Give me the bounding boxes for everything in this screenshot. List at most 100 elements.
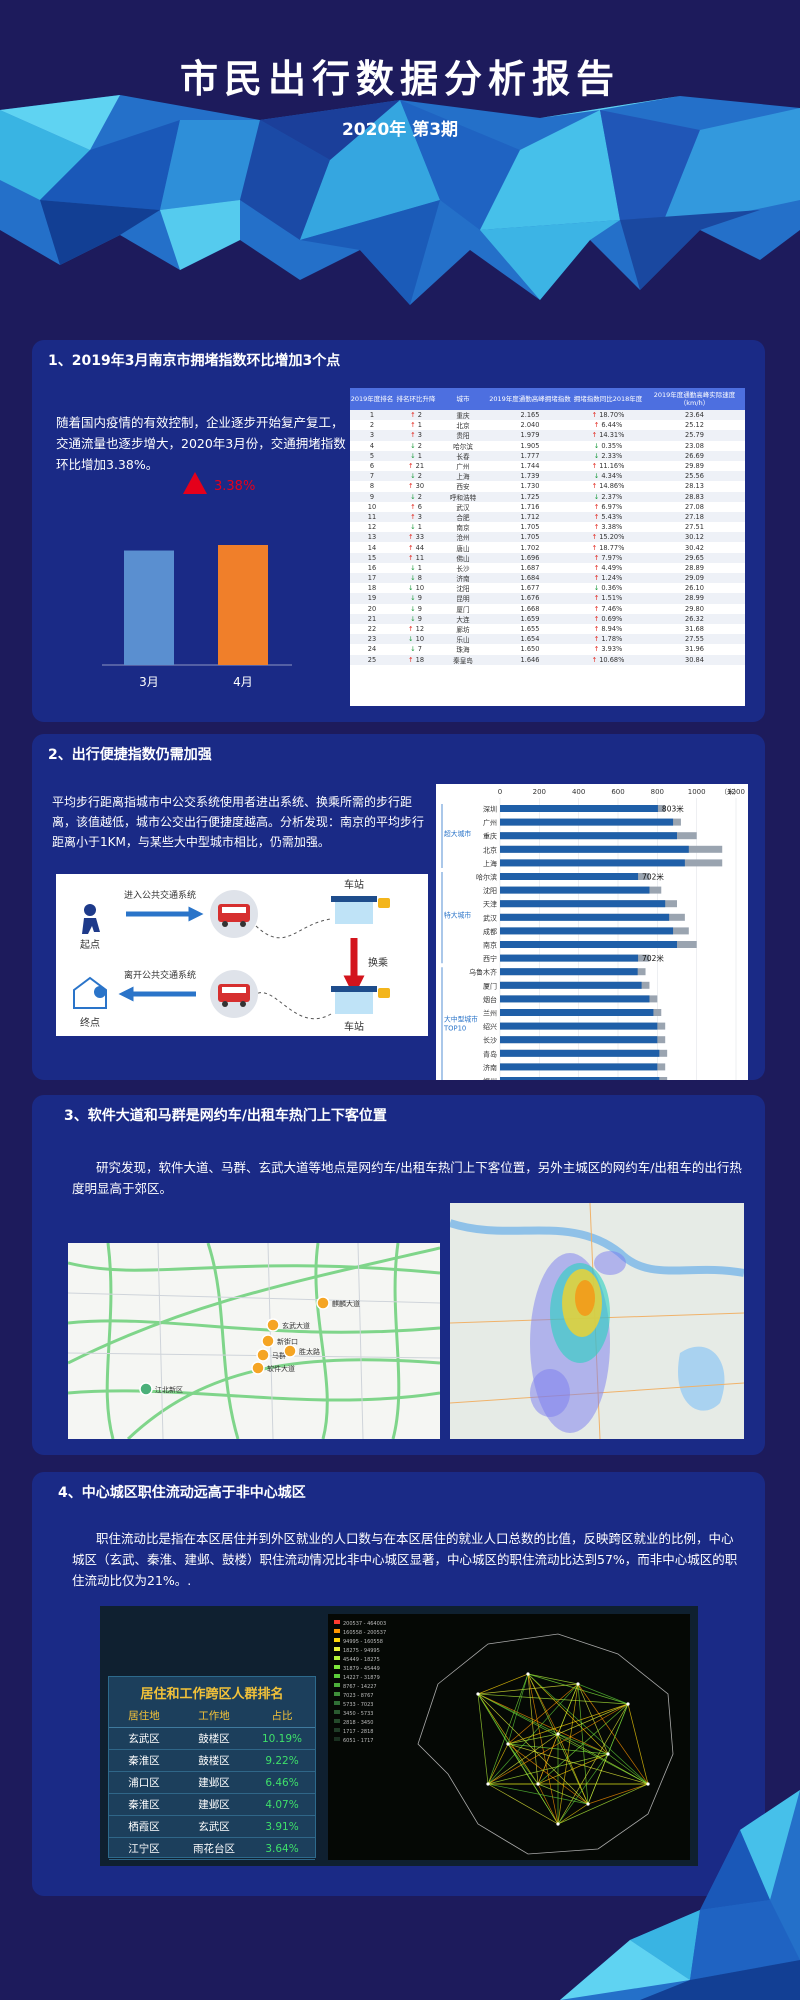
table-row: 23 ↓ 10 乐山 1.654 ↑ 1.78% 27.55: [350, 634, 745, 645]
index-cell: 1.979: [520, 431, 540, 440]
speed-cell: 27.08: [685, 502, 704, 511]
rank-cell: 2: [369, 421, 375, 430]
map-pin-icon[interactable]: [266, 1318, 280, 1332]
city-cell: 武汉: [456, 503, 470, 512]
map-pin-icon[interactable]: [139, 1382, 153, 1396]
share-value: 6.46%: [265, 1776, 299, 1789]
bar-walk-distance: [500, 1077, 660, 1080]
section-title: 1、2019年3月南京市拥堵指数环比增加3个点: [48, 353, 341, 369]
rank-cell: 8: [369, 482, 375, 491]
city-cell: 秦皇岛: [453, 656, 473, 665]
corner-polygon-art: [560, 1790, 800, 2000]
table-row: 13 ↑ 33 沧州 1.705 ↑ 15.20% 30.12: [350, 532, 745, 543]
bar-walk-distance: [500, 1036, 658, 1044]
map-pin-icon[interactable]: [316, 1296, 330, 1310]
rank-change-cell: ↑ 30: [407, 482, 425, 491]
group-label: 超大城市: [444, 829, 471, 838]
table-row: 20 ↓ 9 厦门 1.668 ↑ 7.46% 29.80: [350, 604, 745, 614]
home-district: 浦口区: [128, 1777, 160, 1789]
ranking-row: 秦淮区 鼓楼区 9.22%: [109, 1750, 315, 1772]
yoy-cell: ↑ 1.78%: [593, 635, 623, 644]
city-label: 兰州: [483, 1009, 497, 1018]
rank-change-cell: ↑ 33: [407, 533, 425, 542]
col-header: 2019年度排名: [350, 395, 394, 403]
cross-district-ranking: 居住和工作跨区人群排名 居住地 工作地 占比 玄武区 鼓楼区 10.19% 秦淮区 鼓楼…: [108, 1676, 316, 1860]
city-label: 广州: [483, 818, 497, 827]
rank-change-cell: ↓ 2: [410, 492, 422, 501]
table-row: 4 ↓ 2 哈尔滨 1.905 ↓ 0.35% 23.08: [350, 441, 745, 451]
city-cell: 珠海: [456, 646, 470, 655]
ranking-row: 栖霞区 玄武区 3.91%: [109, 1816, 315, 1838]
city-cell: 长沙: [456, 564, 470, 573]
yoy-cell: ↑ 18.70%: [591, 411, 625, 420]
table-row: 2 ↑ 1 北京 2.040 ↑ 6.44% 25.12: [350, 420, 745, 430]
table-row: 15 ↑ 11 佛山 1.696 ↑ 7.97% 29.65: [350, 552, 745, 563]
bar-walk-distance: [500, 1049, 660, 1057]
legend-label: 6051 - 1717: [343, 1738, 373, 1744]
speed-cell: 25.12: [685, 421, 704, 430]
ranking-header: 居住地 工作地 占比: [109, 1708, 315, 1728]
rank-cell: 3: [369, 431, 375, 440]
rank-change-cell: ↑ 3: [410, 512, 422, 521]
city-cell: 唐山: [456, 544, 470, 553]
speed-cell: 30.84: [685, 655, 704, 664]
yoy-cell: ↑ 7.97%: [593, 553, 623, 562]
category-label: 3月: [139, 675, 159, 689]
map-pin-icon[interactable]: [251, 1361, 265, 1375]
rank-cell: 9: [369, 492, 375, 501]
index-cell: 1.696: [520, 553, 540, 562]
table-row: 9 ↓ 2 呼和浩特 1.725 ↓ 2.37% 28.83: [350, 491, 745, 502]
table-row: 18 ↓ 10 沈阳 1.677 ↓ 0.36% 26.10: [350, 583, 745, 593]
speed-cell: 28.83: [685, 492, 704, 501]
bar-walk-distance: [500, 845, 689, 853]
section-text: 研究发现，软件大道、马群、玄武大道等地点是网约车/出租车热门上下客位置，另外主城…: [72, 1160, 742, 1196]
map-pin-icon[interactable]: [256, 1348, 270, 1362]
index-cell: 1.702: [520, 543, 540, 552]
map-pin-icon[interactable]: [283, 1344, 297, 1358]
speed-cell: 23.64: [685, 411, 704, 420]
col-header: 占比: [271, 1710, 293, 1722]
growth-label: 3.38%: [214, 479, 255, 494]
table-row: 5 ↓ 1 长春 1.777 ↓ 2.33% 26.69: [350, 450, 745, 461]
rank-change-cell: ↑ 2: [410, 411, 422, 420]
col-header: 拥堵指数同比2018年度: [573, 395, 643, 403]
index-cell: 1.725: [520, 492, 540, 501]
district-node: [506, 1742, 510, 1746]
table-row: 11 ↑ 3 合肥 1.712 ↑ 5.43% 27.18: [350, 511, 745, 523]
rank-change-cell: ↓ 1: [410, 451, 422, 460]
home-icon: [73, 976, 107, 1009]
rank-change-cell: ↑ 11: [407, 553, 425, 562]
city-cell: 呼和浩特: [449, 493, 477, 502]
work-district: 建邺区: [198, 1799, 230, 1811]
rank-change-cell: ↑ 1: [410, 421, 422, 430]
speed-cell: 29.80: [685, 604, 704, 613]
work-district: 鼓楼区: [198, 1733, 230, 1745]
river: [450, 1219, 744, 1277]
category-label: 4月: [233, 675, 253, 689]
map-pin-icon[interactable]: [261, 1334, 275, 1348]
legend-label: 160558 - 200537: [343, 1630, 386, 1636]
person-icon: [84, 904, 96, 916]
yoy-cell: ↑ 4.49%: [593, 563, 623, 572]
index-cell: 1.777: [520, 451, 540, 460]
bar-walk-distance: [500, 818, 674, 826]
index-cell: 1.744: [520, 462, 540, 471]
table-row: 25 ↑ 18 秦皇岛 1.646 ↑ 10.68% 30.84: [350, 654, 745, 665]
home-district: 秦淮区: [128, 1799, 160, 1811]
bar-walk-distance: [500, 805, 658, 812]
yoy-cell: ↓ 0.36%: [593, 584, 623, 593]
congestion-bar-chart: 3月 4月 3.38%: [102, 472, 292, 689]
city-cell: 佛山: [456, 554, 470, 563]
city-label: 哈尔滨: [476, 873, 497, 882]
rank-cell: 11: [367, 512, 377, 521]
city-cell: 长春: [456, 452, 470, 461]
speed-cell: 25.79: [685, 431, 704, 440]
col-header: 排名环比升降: [396, 395, 436, 403]
speed-cell: 30.12: [685, 533, 704, 542]
col-header: 2019年度通勤高峰拥堵指数: [489, 395, 571, 403]
rank-change-cell: ↓ 10: [407, 635, 425, 644]
legend-label: 18275 - 94995: [343, 1648, 380, 1654]
yoy-cell: ↑ 3.38%: [593, 523, 623, 532]
city-cell: 厦门: [456, 605, 470, 614]
